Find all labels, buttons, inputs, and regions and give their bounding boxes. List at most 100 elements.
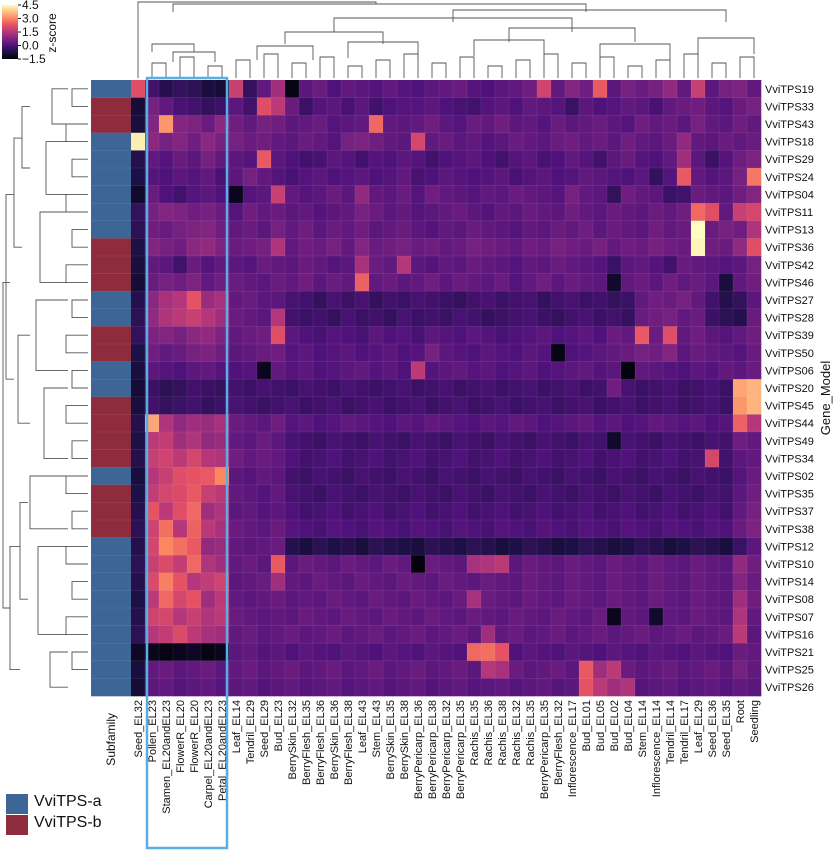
dendrogram-branch bbox=[137, 1, 377, 78]
subfamily-cell bbox=[91, 643, 131, 662]
heatmap-cell bbox=[593, 115, 608, 134]
heatmap-cell bbox=[187, 414, 202, 433]
heatmap-cell bbox=[411, 678, 426, 697]
heatmap-cell bbox=[425, 115, 440, 134]
heatmap-cell bbox=[145, 555, 160, 574]
heatmap-cell bbox=[229, 361, 244, 380]
heatmap-cell bbox=[439, 256, 454, 274]
heatmap-cell bbox=[467, 520, 482, 538]
heatmap-cell bbox=[719, 396, 734, 415]
heatmap-cell bbox=[243, 432, 258, 450]
heatmap-cell bbox=[705, 520, 720, 538]
heatmap-cell bbox=[649, 361, 664, 380]
heatmap-cell bbox=[313, 273, 328, 292]
dendrogram-branch bbox=[45, 141, 68, 195]
column-label: Bud_EL23 bbox=[273, 700, 285, 751]
heatmap-cell bbox=[649, 291, 664, 310]
heatmap-cell bbox=[607, 344, 622, 362]
heatmap-cell bbox=[173, 308, 188, 327]
heatmap-cell bbox=[621, 449, 636, 468]
heatmap-cell bbox=[383, 520, 398, 538]
heatmap-cell bbox=[341, 308, 356, 327]
heatmap-cell bbox=[355, 291, 370, 310]
dendrogram-branch bbox=[452, 9, 727, 22]
column-label: Seed_EL32 bbox=[133, 700, 145, 758]
heatmap-cell bbox=[677, 502, 692, 521]
heatmap-cell bbox=[243, 80, 258, 98]
heatmap-cell bbox=[411, 449, 426, 468]
heatmap-cell bbox=[593, 238, 608, 257]
heatmap-cell bbox=[635, 361, 650, 380]
heatmap-cell bbox=[649, 572, 664, 591]
dendrogram-branch bbox=[29, 475, 68, 530]
heatmap-cell bbox=[299, 80, 314, 98]
heatmap-cell bbox=[145, 396, 160, 415]
heatmap-cell bbox=[327, 326, 342, 345]
heatmap-cell bbox=[537, 379, 552, 398]
heatmap-cell bbox=[355, 502, 370, 521]
heatmap-cell bbox=[523, 555, 538, 574]
heatmap-cell bbox=[537, 256, 552, 274]
heatmap-cell bbox=[509, 379, 524, 398]
heatmap-cell bbox=[439, 449, 454, 468]
heatmap-cell bbox=[663, 484, 678, 503]
heatmap-cell bbox=[243, 414, 258, 433]
heatmap-cell bbox=[453, 449, 468, 468]
heatmap-cell bbox=[299, 203, 314, 222]
heatmap-cell bbox=[159, 608, 174, 626]
heatmap-cell bbox=[621, 238, 636, 257]
heatmap-cell bbox=[131, 396, 146, 415]
heatmap-cell bbox=[313, 150, 328, 169]
heatmap-cell bbox=[299, 520, 314, 538]
heatmap-cell bbox=[173, 572, 188, 591]
heatmap-cell bbox=[635, 132, 650, 151]
heatmap-cell bbox=[649, 168, 664, 186]
heatmap-cell bbox=[187, 97, 202, 116]
heatmap-cell bbox=[425, 256, 440, 274]
heatmap-cell bbox=[187, 256, 202, 274]
heatmap-cell bbox=[705, 132, 720, 151]
heatmap-cell bbox=[495, 520, 510, 538]
heatmap-cell bbox=[229, 256, 244, 274]
heatmap-cell bbox=[383, 467, 398, 486]
heatmap-cell bbox=[187, 203, 202, 222]
heatmap-cell bbox=[453, 238, 468, 257]
heatmap-cell bbox=[691, 484, 706, 503]
heatmap-cell bbox=[229, 537, 244, 556]
heatmap-cell bbox=[705, 432, 720, 450]
heatmap-cell bbox=[327, 572, 342, 591]
heatmap-cell bbox=[565, 326, 580, 345]
heatmap-cell bbox=[355, 608, 370, 626]
dendrogram-branch bbox=[403, 53, 419, 78]
heatmap-cell bbox=[327, 449, 342, 468]
heatmap-cell bbox=[719, 150, 734, 169]
heatmap-cell bbox=[341, 537, 356, 556]
heatmap-cell bbox=[691, 660, 706, 679]
heatmap-cell bbox=[733, 308, 748, 327]
heatmap-cell bbox=[719, 185, 734, 204]
heatmap-cell bbox=[313, 308, 328, 327]
heatmap-cell bbox=[453, 467, 468, 486]
heatmap-cell bbox=[355, 80, 370, 98]
column-label: BerryFlesh_EL38 bbox=[343, 700, 355, 785]
heatmap-cell bbox=[509, 291, 524, 310]
heatmap-cell bbox=[621, 414, 636, 433]
heatmap-cell bbox=[383, 432, 398, 450]
heatmap-cell bbox=[215, 467, 230, 486]
heatmap-cell bbox=[565, 608, 580, 626]
heatmap-cell bbox=[747, 608, 762, 626]
heatmap-cell bbox=[481, 115, 496, 134]
heatmap-cell bbox=[215, 185, 230, 204]
heatmap-cell bbox=[593, 379, 608, 398]
heatmap-cell bbox=[299, 220, 314, 239]
subfamily-cell bbox=[91, 590, 131, 609]
heatmap-cell bbox=[453, 256, 468, 274]
heatmap-cell bbox=[327, 80, 342, 98]
heatmap-cell bbox=[691, 379, 706, 398]
heatmap-cell bbox=[677, 308, 692, 327]
heatmap-cell bbox=[313, 115, 328, 134]
heatmap-cell bbox=[355, 97, 370, 116]
heatmap-cell bbox=[215, 502, 230, 521]
heatmap-cell bbox=[173, 590, 188, 609]
heatmap-cell bbox=[719, 238, 734, 257]
